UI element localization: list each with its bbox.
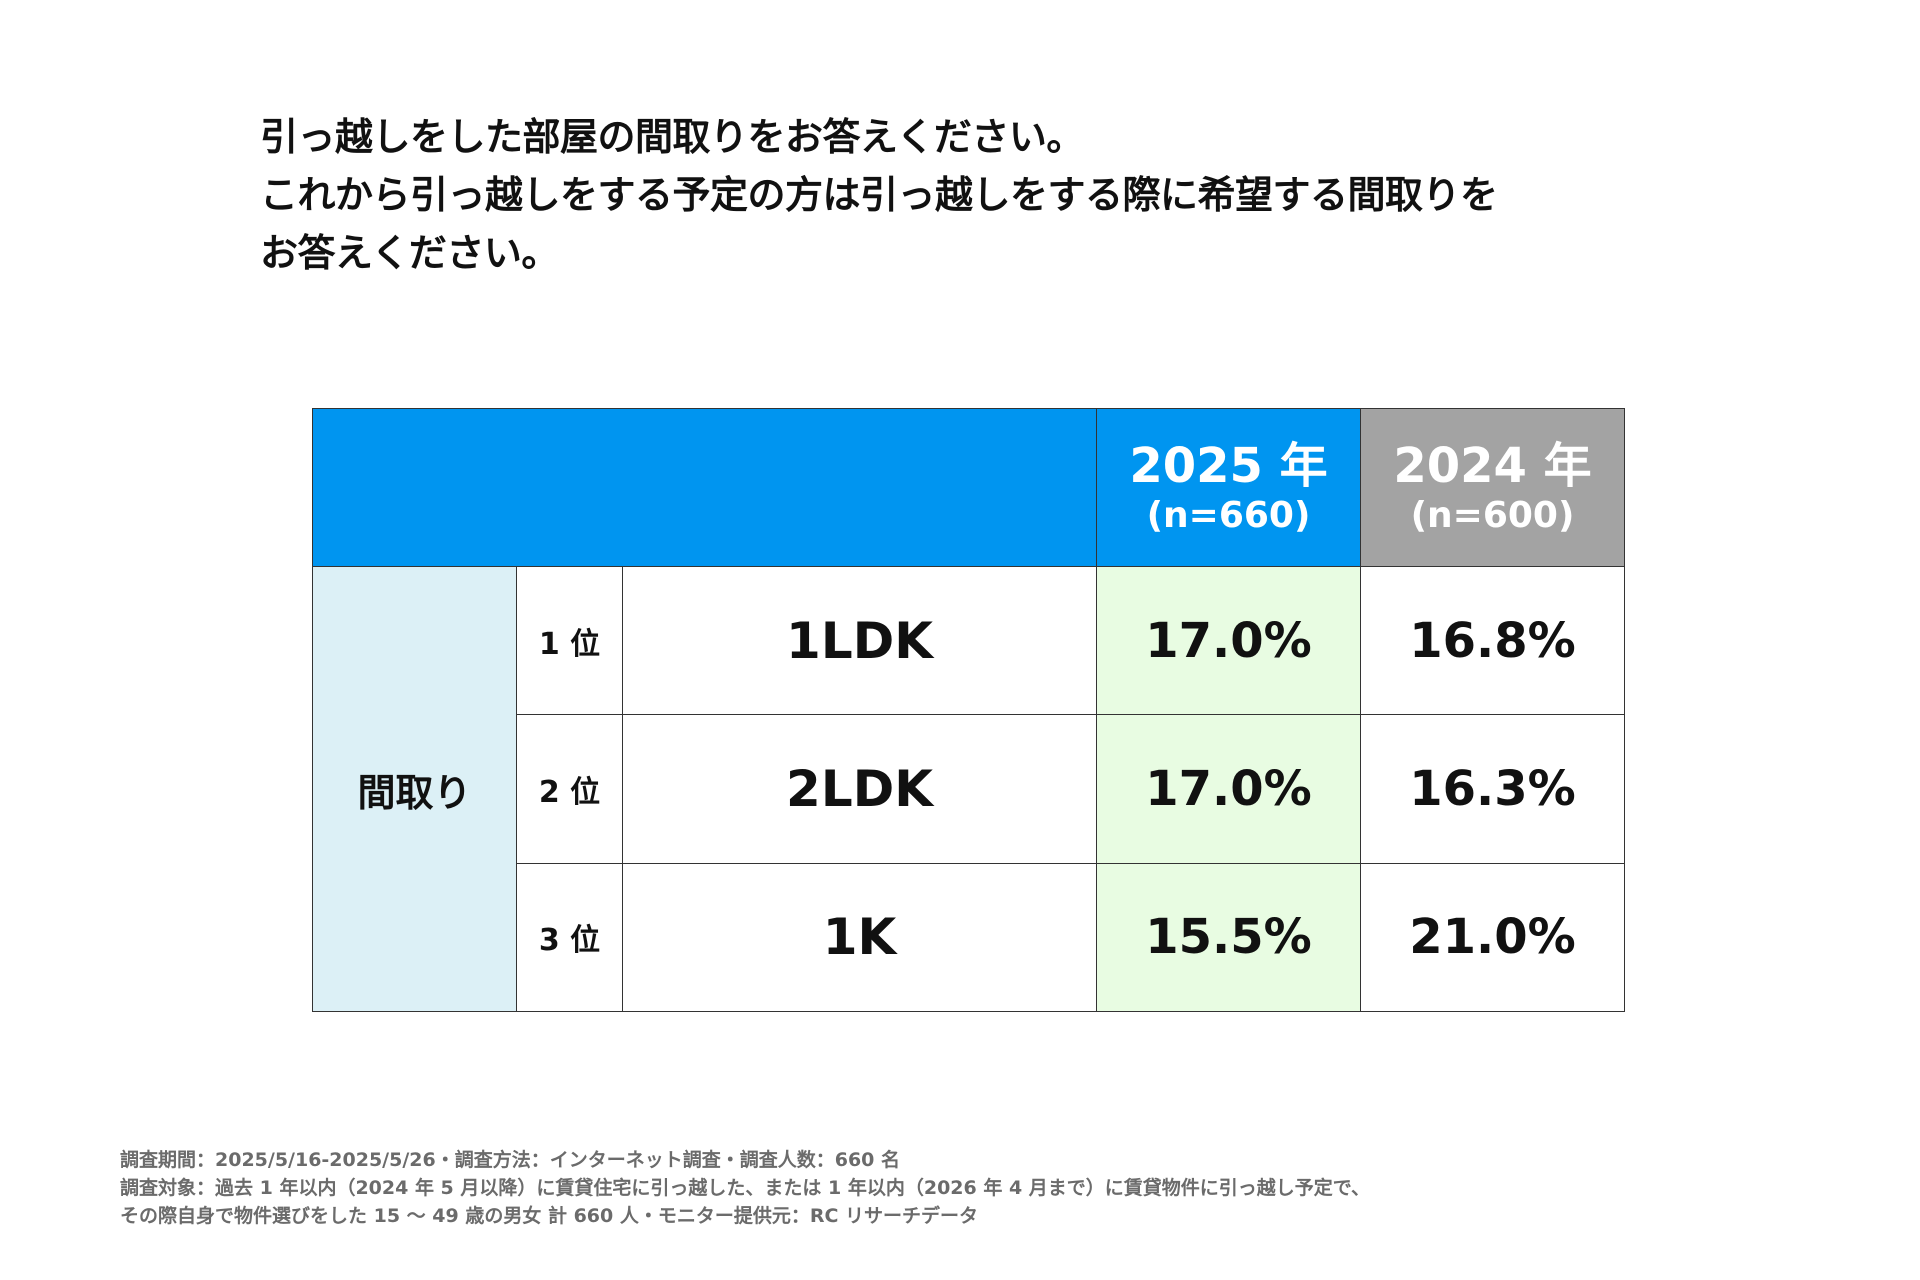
- survey-footnote: 調査期間：2025/5/16-2025/5/26・調査方法：インターネット調査・…: [120, 1146, 1800, 1230]
- table-row: 3 位 1K 15.5% 21.0%: [313, 862, 1626, 1013]
- survey-question: 引っ越しをした部屋の間取りをお答えください。 これから引っ越しをする予定の方は引…: [260, 108, 1760, 282]
- layout-name: 2LDK: [621, 714, 1098, 864]
- header-2025-cell: 2025 年 (n=660): [1096, 407, 1362, 568]
- table-header-row: 2025 年 (n=660) 2024 年 (n=600): [311, 407, 1626, 568]
- value-2025: 15.5%: [1096, 862, 1362, 1013]
- value-2024: 16.3%: [1360, 714, 1626, 864]
- table-row: 間取り 1 位 1LDK 17.0% 16.8%: [312, 566, 1626, 1012]
- value-2025: 17.0%: [1096, 714, 1362, 864]
- header-2024-cell: 2024 年 (n=600): [1360, 407, 1626, 568]
- ranking-table: 2025 年 (n=660) 2024 年 (n=600) 間取り 1 位 1L…: [311, 407, 1626, 1013]
- footnote-line-2: 調査対象：過去 1 年以内（2024 年 5 月以降）に賃貸住宅に引っ越した、ま…: [120, 1177, 1371, 1199]
- rank-label: 2 位: [516, 714, 623, 864]
- category-label: 間取り: [312, 566, 517, 1012]
- layout-name: 1K: [621, 862, 1098, 1013]
- rank-label: 1 位: [516, 566, 623, 716]
- footnote-line-3: その際自身で物件選びをした 15 ～ 49 歳の男女 計 660 人・モニター提…: [120, 1205, 979, 1227]
- table-row: 2 位 2LDK 17.0% 16.3%: [313, 714, 1626, 864]
- value-2025: 17.0%: [1096, 566, 1362, 716]
- value-2024: 21.0%: [1360, 862, 1626, 1013]
- header-blank-cell: [311, 407, 1098, 568]
- year-2025-label: 2025 年: [1129, 437, 1328, 494]
- rank-label: 3 位: [516, 862, 623, 1013]
- year-2025-sample-size: (n=660): [1146, 494, 1311, 536]
- layout-name: 1LDK: [621, 566, 1098, 716]
- value-2024: 16.8%: [1360, 566, 1626, 716]
- question-line-3: お答えください。: [260, 231, 559, 275]
- footnote-line-1: 調査期間：2025/5/16-2025/5/26・調査方法：インターネット調査・…: [120, 1149, 901, 1171]
- question-line-2: これから引っ越しをする予定の方は引っ越しをする際に希望する間取りを: [260, 173, 1498, 217]
- question-line-1: 引っ越しをした部屋の間取りをお答えください。: [260, 115, 1084, 159]
- year-2024-label: 2024 年: [1393, 437, 1592, 494]
- year-2024-sample-size: (n=600): [1410, 494, 1575, 536]
